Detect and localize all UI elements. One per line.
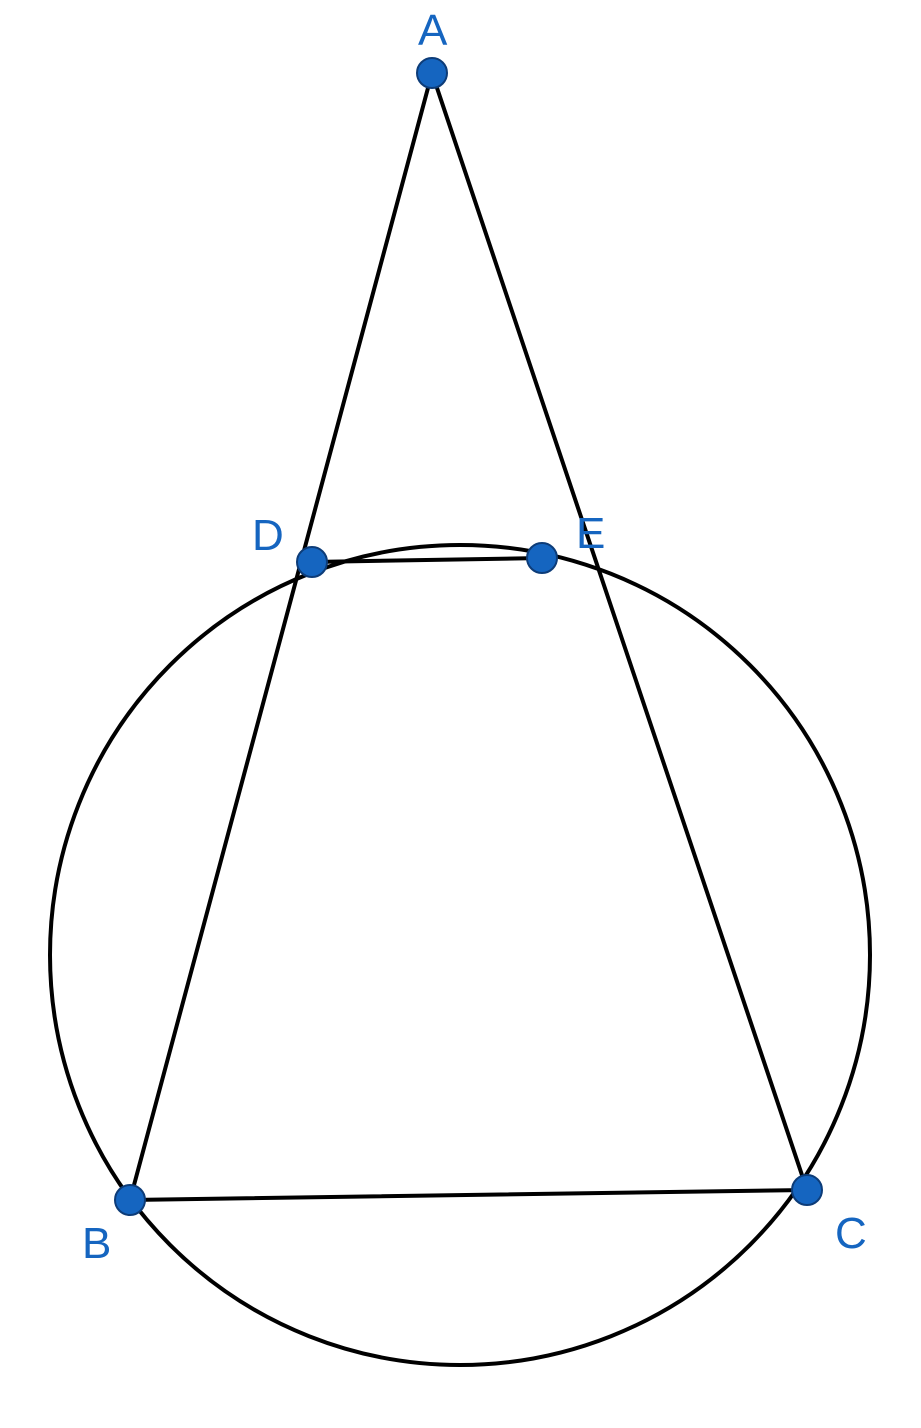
label-E: E: [576, 509, 605, 558]
point-B: [115, 1185, 145, 1215]
circumscribed-circle: [50, 545, 870, 1365]
point-E: [527, 543, 557, 573]
point-C: [792, 1175, 822, 1205]
label-B: B: [82, 1219, 111, 1268]
point-A: [417, 58, 447, 88]
label-C: C: [835, 1209, 867, 1258]
segment-DE: [312, 558, 542, 562]
point-D: [297, 547, 327, 577]
circle-layer: [50, 545, 870, 1365]
segment-AB: [130, 73, 432, 1200]
label-D: D: [252, 511, 284, 560]
label-A: A: [418, 6, 448, 55]
segment-AC: [432, 73, 807, 1190]
geometry-diagram: A D E B C: [0, 0, 921, 1428]
segment-layer: [130, 73, 807, 1200]
segment-BC: [130, 1190, 807, 1200]
